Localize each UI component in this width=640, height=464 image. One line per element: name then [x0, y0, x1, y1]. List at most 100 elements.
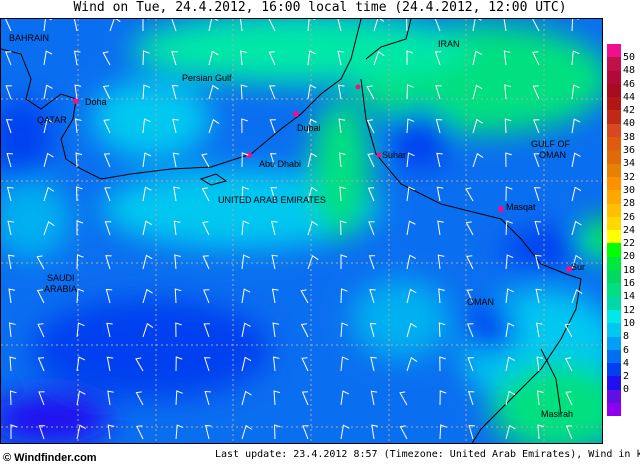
wind-barb — [38, 391, 45, 406]
wind-barb — [109, 19, 121, 32]
wind-map[interactable]: BAHRAIN Doha QATAR Persian Gulf Dubai Ab… — [0, 18, 603, 444]
wind-barb — [370, 390, 378, 406]
wind-barb — [436, 152, 443, 168]
legend-swatch — [607, 363, 621, 377]
wind-barb — [136, 425, 144, 440]
wind-barb — [142, 19, 149, 31]
wind-barb — [340, 322, 349, 338]
wind-barb — [105, 288, 113, 304]
wind-barb — [171, 51, 178, 66]
label-masirah: Masirah — [541, 409, 573, 419]
legend-swatch — [607, 336, 621, 350]
wind-barb — [338, 118, 346, 134]
legend-tick-label: 14 — [623, 291, 636, 303]
wind-barb — [203, 289, 210, 304]
wind-barb — [307, 84, 317, 100]
wind-barb — [241, 424, 253, 440]
wind-barb — [241, 186, 249, 202]
wind-barb — [38, 425, 46, 440]
wind-barb — [472, 118, 483, 134]
wind-barb — [5, 19, 12, 32]
wind-barb — [533, 187, 541, 202]
wind-barb — [307, 220, 319, 236]
wind-barb — [505, 220, 513, 236]
wind-barb — [173, 186, 180, 202]
legend-swatch — [607, 230, 621, 244]
label-oman: OMAN — [467, 297, 494, 307]
wind-barb — [175, 424, 184, 440]
wind-barb — [43, 84, 53, 100]
wind-barb — [201, 153, 210, 168]
wind-barb — [536, 390, 544, 406]
legend-swatch — [607, 97, 621, 111]
wind-barb — [270, 220, 278, 236]
wind-barb — [337, 84, 345, 100]
legend-tick-label: 50 — [623, 52, 636, 63]
wind-barb — [437, 254, 445, 270]
wind-barb — [142, 84, 151, 100]
wind-barb — [337, 50, 345, 66]
wind-barb — [367, 187, 375, 202]
wind-barb — [406, 50, 414, 65]
legend-swatch — [607, 137, 621, 151]
wind-barb — [202, 255, 210, 270]
wind-barb — [366, 85, 375, 100]
wind-barb — [339, 186, 347, 202]
wind-barb — [269, 85, 276, 100]
coastline — [1, 19, 582, 443]
legend-tick-label: 2 — [623, 371, 630, 383]
legend-swatch — [607, 176, 621, 191]
wind-barb — [406, 19, 413, 32]
wind-barb — [535, 288, 543, 304]
wind-barb — [434, 19, 441, 32]
wind-barb — [174, 254, 181, 270]
wind-barb — [241, 220, 250, 236]
wind-barb — [201, 187, 210, 202]
label-bahrain: BAHRAIN — [9, 33, 49, 43]
label-saudi-2: ARABIA — [44, 284, 77, 294]
wind-barb — [472, 50, 483, 66]
label-dubai: Dubai — [297, 123, 321, 133]
wind-barb — [436, 186, 444, 202]
legend-tick-label: 40 — [623, 118, 636, 130]
legend-swatch — [607, 216, 621, 231]
wind-barb — [135, 391, 144, 406]
wind-barb — [571, 84, 580, 100]
legend-swatch — [607, 323, 621, 337]
legend-swatch — [607, 163, 621, 177]
wind-barb — [241, 152, 249, 168]
wind-barb — [171, 19, 177, 32]
wind-barb — [208, 118, 220, 134]
wind-barb — [505, 424, 516, 440]
wind-barb — [102, 85, 111, 100]
wind-barb — [368, 221, 375, 236]
wind-barb — [76, 424, 87, 440]
wind-barb — [73, 19, 78, 32]
wind-barb — [6, 153, 13, 168]
wind-barb — [366, 119, 375, 134]
wind-barb — [534, 254, 542, 270]
wind-barb — [532, 19, 540, 32]
legend-swatch — [607, 296, 621, 310]
wind-barb — [338, 152, 346, 168]
wind-barb — [102, 51, 111, 66]
wind-barb — [172, 152, 180, 168]
wind-barb — [241, 322, 251, 338]
wind-barb — [406, 118, 415, 134]
wind-barb — [399, 425, 408, 440]
wind-barb — [536, 356, 544, 372]
wind-barb — [438, 288, 445, 304]
wind-barb — [107, 424, 115, 440]
wind-barb — [435, 85, 442, 100]
label-suhar: Suhar — [382, 150, 406, 160]
wind-barb — [571, 254, 583, 270]
wind-barb — [571, 152, 581, 168]
wind-barb — [5, 85, 12, 100]
wind-barb — [240, 84, 248, 100]
wind-barb — [75, 152, 83, 168]
windfinder-logo[interactable]: © Windfinder.com — [3, 452, 97, 464]
wind-barb — [142, 322, 154, 338]
wind-barb — [174, 288, 182, 304]
legend-tick-label: 8 — [623, 331, 630, 343]
wind-barb — [8, 288, 16, 304]
